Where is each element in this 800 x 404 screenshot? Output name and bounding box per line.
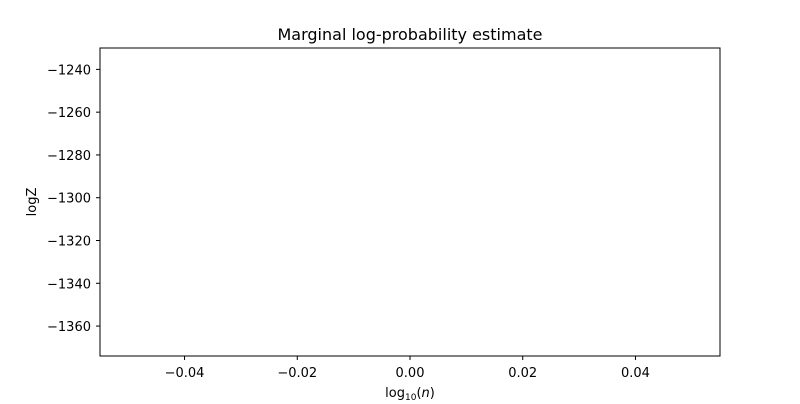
x-axis-label-subscript: 10 xyxy=(405,393,417,400)
x-tick-label: 0.02 xyxy=(508,366,537,381)
x-axis-label-close: ) xyxy=(430,386,435,400)
x-axis-label-open: ( xyxy=(416,386,421,400)
y-tick-label: −1240 xyxy=(47,63,91,78)
y-axis: −1240 −1260 −1280 −1300 −1320 −1340 −1360 xyxy=(47,63,100,335)
chart-title: Marginal log-probability estimate xyxy=(277,25,542,44)
x-tick-label: −0.02 xyxy=(277,366,317,381)
plot-area xyxy=(99,47,721,357)
y-tick-label: −1320 xyxy=(47,235,91,250)
y-tick-label: −1300 xyxy=(47,192,91,207)
x-tick-label: 0.04 xyxy=(621,366,650,381)
y-tick-label: −1260 xyxy=(47,106,91,121)
x-tick-label: 0.00 xyxy=(396,366,425,381)
y-tick-label: −1360 xyxy=(47,320,91,335)
x-axis: −0.04 −0.02 0.00 0.02 0.04 xyxy=(165,356,650,381)
y-tick-label: −1340 xyxy=(47,277,91,292)
x-tick-label: −0.04 xyxy=(165,366,205,381)
x-axis-label-variable: n xyxy=(422,386,430,400)
y-tick-label: −1280 xyxy=(47,149,91,164)
y-axis-label: logZ xyxy=(25,188,40,217)
x-axis-label-base: log xyxy=(385,386,405,400)
x-axis-label: log10(n) xyxy=(385,386,435,400)
